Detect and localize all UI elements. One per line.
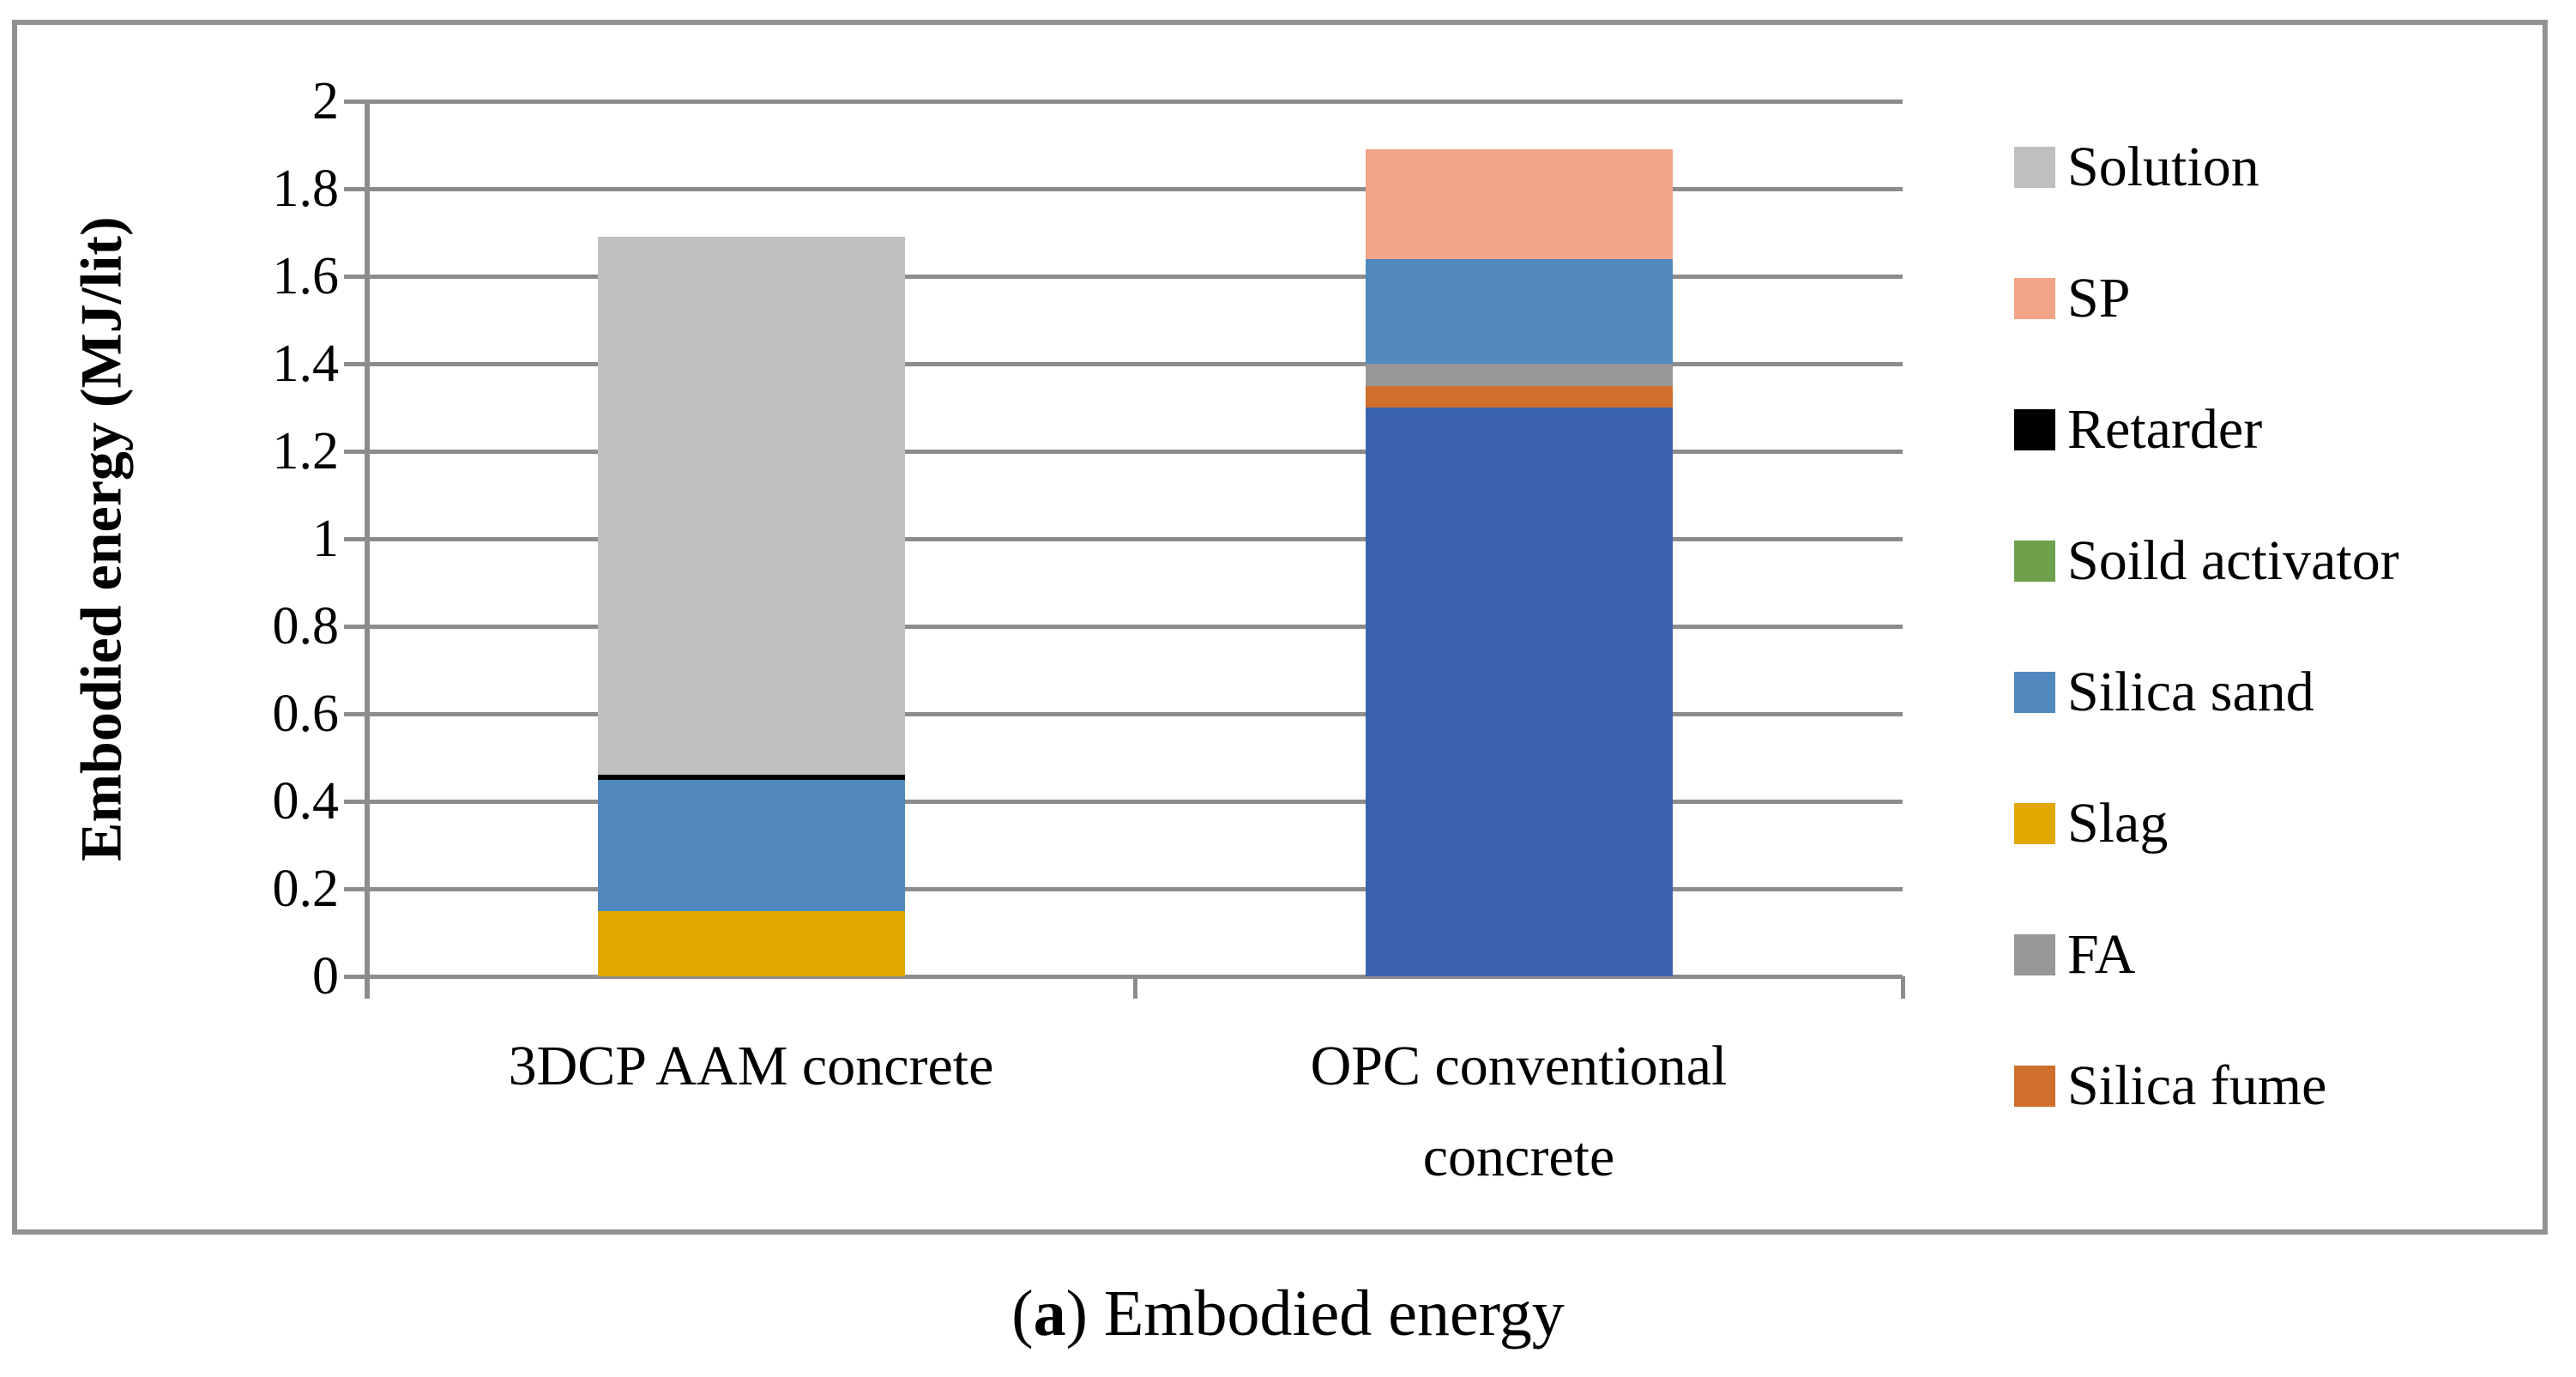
legend-label: Retarder [2067, 398, 2263, 461]
y-tick-label: 0.4 [272, 772, 340, 830]
legend-label: FA [2067, 923, 2136, 986]
bar-segment-retarder [597, 775, 905, 780]
legend-swatch [2014, 409, 2055, 450]
legend-label: Slag [2067, 792, 2169, 855]
legend-swatch [2014, 672, 2055, 713]
legend-label: Solution [2067, 136, 2259, 198]
gridline-0.2 [344, 886, 1903, 891]
legend-item-sp: SP [2014, 267, 2529, 329]
bar-segment-fa [1365, 364, 1673, 386]
figure-caption: (a) Embodied energy [0, 1277, 2576, 1351]
legend: Solution SP Retarder Soild activator Silica … [2014, 136, 2529, 1197]
bar-segment-silica-sand [1365, 258, 1673, 364]
bar-segment-unlabeled-dark-blue [1365, 408, 1673, 976]
x-axis-tick [1900, 976, 1905, 999]
legend-item-slag: Slag [2014, 792, 2529, 855]
category-label: 3DCP AAM concrete [508, 1035, 994, 1097]
y-tick-label: 1.2 [272, 422, 340, 480]
legend-label: Soild activator [2067, 529, 2399, 592]
y-tick-label: 0.6 [272, 685, 340, 743]
legend-item-silica-fume: Silica fume [2014, 1054, 2529, 1117]
x-axis-tick [1132, 976, 1137, 999]
legend-item-retarder: Retarder [2014, 398, 2529, 461]
legend-swatch [2014, 278, 2055, 319]
gridline-0.8 [344, 624, 1903, 629]
bar-segment-silica-sand [597, 779, 905, 911]
legend-item-soild-activator: Soild activator [2014, 529, 2529, 592]
gridline-1.4 [344, 361, 1903, 366]
gridline-1.8 [344, 186, 1903, 191]
y-tick-label: 0 [312, 947, 339, 1006]
caption-letter: a [1033, 1277, 1066, 1350]
gridline-1 [344, 536, 1903, 541]
legend-swatch [2014, 541, 2055, 582]
y-tick-label: 0.8 [272, 597, 340, 655]
gridline-0 [344, 974, 1903, 979]
y-tick-label: 1.8 [272, 160, 340, 218]
y-axis-line [365, 101, 370, 999]
category-labels: 3DCP AAM concrete OPC conventional concre… [367, 1021, 1903, 1210]
bar-segment-sp [1365, 149, 1673, 259]
gridline-1.6 [344, 274, 1903, 279]
bar-segment-solution [597, 237, 905, 776]
legend-item-fa: FA [2014, 923, 2529, 986]
legend-swatch [2014, 1066, 2055, 1107]
y-tick-label: 1.4 [272, 335, 340, 393]
plot-area [344, 99, 1905, 999]
gridline-2 [344, 99, 1903, 104]
y-tick-label: 1.6 [272, 247, 340, 305]
legend-swatch [2014, 147, 2055, 188]
bar-segment-silica-fume [1365, 385, 1673, 408]
caption-text: ) Embodied energy [1065, 1277, 1565, 1350]
gridline-0.4 [344, 799, 1903, 804]
y-tick-label: 0.2 [272, 860, 340, 918]
legend-label: Silica sand [2067, 661, 2314, 723]
legend-label: Silica fume [2067, 1054, 2327, 1117]
y-tick-labels: 0 0.2 0.4 0.6 0.8 1 1.2 1.4 1.6 1.8 2 [0, 72, 340, 1006]
bar-segment-slag [597, 910, 905, 976]
caption-open-paren: ( [1011, 1277, 1034, 1350]
legend-swatch [2014, 934, 2055, 975]
legend-item-silica-sand: Silica sand [2014, 661, 2529, 723]
legend-label: SP [2067, 267, 2131, 329]
y-tick-label: 1 [312, 510, 339, 568]
category-label: OPC conventional concrete [1310, 1035, 1728, 1188]
legend-item-solution: Solution [2014, 136, 2529, 198]
gridline-1.2 [344, 449, 1903, 454]
legend-swatch [2014, 803, 2055, 844]
y-tick-label: 2 [312, 72, 339, 130]
gridline-0.6 [344, 711, 1903, 716]
